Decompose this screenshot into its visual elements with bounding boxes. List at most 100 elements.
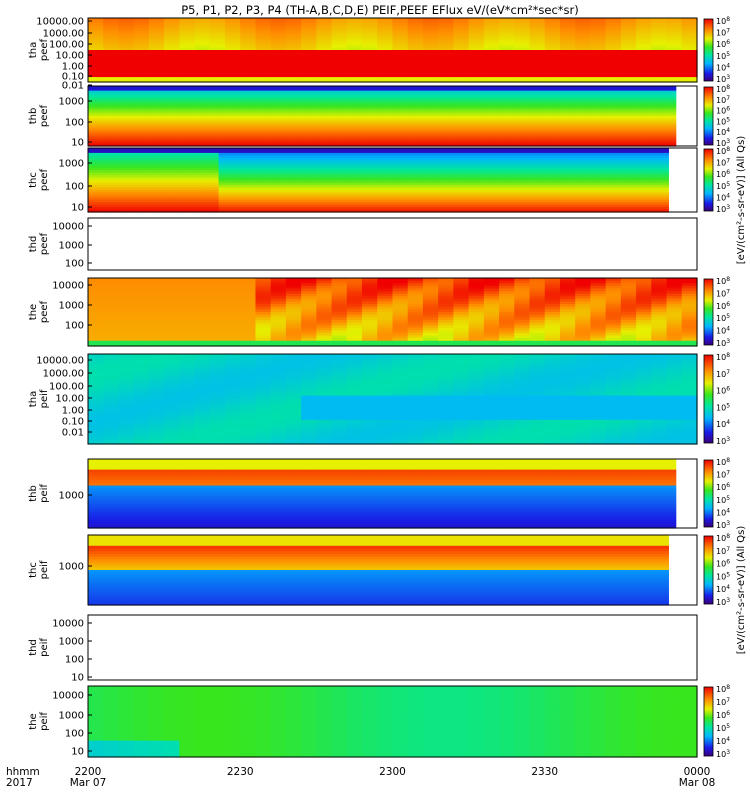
- heatmap-cell: [146, 127, 163, 131]
- heatmap-cell: [605, 18, 622, 22]
- heatmap-cell: [88, 357, 104, 362]
- heatmap-cell: [499, 25, 515, 29]
- heatmap-cell: [132, 90, 148, 94]
- heatmap-cell: [240, 291, 257, 295]
- heatmap-cell: [247, 207, 263, 211]
- heatmap-cell: [499, 325, 515, 329]
- heatmap-cell: [331, 405, 348, 410]
- heatmap-cell: [233, 155, 249, 159]
- heatmap-cell: [349, 192, 365, 196]
- heatmap-cell: [411, 106, 427, 110]
- heatmap-cell: [225, 291, 241, 295]
- heatmap-cell: [209, 419, 226, 424]
- heatmap-cell: [88, 32, 104, 36]
- heatmap-cell: [209, 332, 226, 337]
- heatmap-cell: [483, 364, 500, 369]
- heatmap-cell: [146, 148, 162, 152]
- heatmap-cell: [179, 388, 196, 393]
- heatmap-cell: [249, 111, 265, 115]
- heatmap-cell: [479, 170, 495, 174]
- heatmap-cell: [323, 97, 339, 101]
- heatmap-cell: [407, 283, 424, 287]
- heatmap-cell: [646, 97, 662, 101]
- heatmap-cell: [587, 141, 603, 145]
- heatmap-cell: [334, 155, 350, 159]
- heatmap-cell: [605, 67, 622, 71]
- heatmap-cell: [209, 312, 226, 316]
- heatmap-cell: [636, 30, 652, 34]
- heatmap-cell: [499, 30, 515, 34]
- heatmap-cell: [316, 64, 333, 68]
- heatmap-cell: [270, 360, 287, 365]
- colorbar-tick-label: 107: [716, 95, 730, 105]
- heatmap-cell: [247, 172, 263, 176]
- heatmap-cell: [453, 301, 470, 305]
- heatmap-cell: [262, 165, 278, 169]
- heatmap-cell: [514, 306, 531, 310]
- heatmap-cell: [377, 79, 394, 83]
- heatmap-cell: [377, 399, 394, 404]
- heatmap-cell: [305, 180, 321, 184]
- heatmap-cell: [179, 378, 196, 383]
- heatmap-cell: [523, 167, 539, 171]
- heatmap-cell: [291, 170, 307, 174]
- heatmap-cell: [264, 120, 280, 124]
- heatmap-cell: [377, 367, 394, 372]
- heatmap-cell: [436, 167, 452, 171]
- heatmap-cell: [255, 54, 272, 58]
- heatmap-cell: [552, 177, 568, 181]
- heatmap-cell: [620, 67, 637, 71]
- heatmap-cell: [653, 199, 669, 203]
- heatmap-cell: [422, 59, 439, 63]
- heatmap-cell: [362, 426, 378, 431]
- heatmap-cell: [320, 167, 336, 171]
- heatmap-cell: [470, 120, 486, 124]
- heatmap-cell: [499, 416, 515, 421]
- heatmap-cell: [148, 32, 165, 36]
- heatmap-cell: [88, 170, 104, 174]
- heatmap-cell: [209, 30, 226, 34]
- heatmap-cell: [88, 433, 104, 438]
- heatmap-cell: [194, 306, 211, 310]
- heatmap-cell: [240, 360, 257, 365]
- heatmap-cell: [392, 327, 409, 331]
- heatmap-cell: [148, 317, 165, 321]
- heatmap-cell: [205, 118, 221, 122]
- heatmap-cell: [234, 120, 251, 124]
- heatmap-cell: [508, 180, 524, 184]
- heatmap-cell: [103, 291, 120, 295]
- heatmap-cell: [529, 64, 546, 68]
- heatmap-cell: [133, 312, 150, 316]
- heatmap-cell: [572, 125, 589, 129]
- heatmap-cell: [279, 129, 295, 133]
- heatmap-cell: [537, 167, 553, 171]
- heatmap-cell: [88, 332, 104, 337]
- heatmap-cell: [204, 165, 220, 169]
- heatmap-cell: [118, 35, 135, 39]
- heatmap-cell: [291, 165, 307, 169]
- heatmap-cell: [118, 419, 135, 424]
- heatmap-cell: [190, 136, 207, 140]
- heatmap-cell: [666, 325, 683, 329]
- heatmap-cell: [453, 371, 470, 376]
- heatmap-cell: [483, 77, 500, 81]
- heatmap-cell: [484, 111, 500, 115]
- heatmap-cell: [189, 175, 205, 179]
- heatmap-cell: [234, 139, 251, 142]
- heatmap-cell: [190, 134, 207, 138]
- heatmap-cell: [88, 30, 104, 34]
- heatmap-cell: [392, 338, 409, 342]
- heatmap-cell: [209, 440, 226, 445]
- heatmap-cell: [616, 129, 633, 133]
- heatmap-cell: [559, 319, 576, 324]
- heatmap-cell: [331, 285, 348, 290]
- heatmap-cell: [118, 364, 135, 369]
- heatmap-cell: [279, 143, 295, 147]
- heatmap-cell: [610, 157, 626, 161]
- heatmap-cell: [660, 143, 677, 147]
- heatmap-cell: [438, 72, 454, 76]
- heatmap-cell: [240, 385, 257, 390]
- heatmap-cell: [285, 18, 302, 22]
- heatmap-cell: [468, 354, 485, 359]
- heatmap-cell: [624, 180, 640, 184]
